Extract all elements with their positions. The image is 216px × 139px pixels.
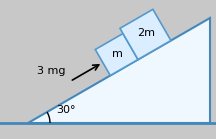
Text: 2m: 2m (137, 28, 156, 38)
Text: m: m (112, 49, 123, 59)
Text: 30°: 30° (56, 105, 76, 115)
Polygon shape (28, 18, 210, 123)
Text: 3 mg: 3 mg (37, 65, 66, 75)
Polygon shape (95, 33, 138, 75)
Polygon shape (120, 9, 171, 59)
